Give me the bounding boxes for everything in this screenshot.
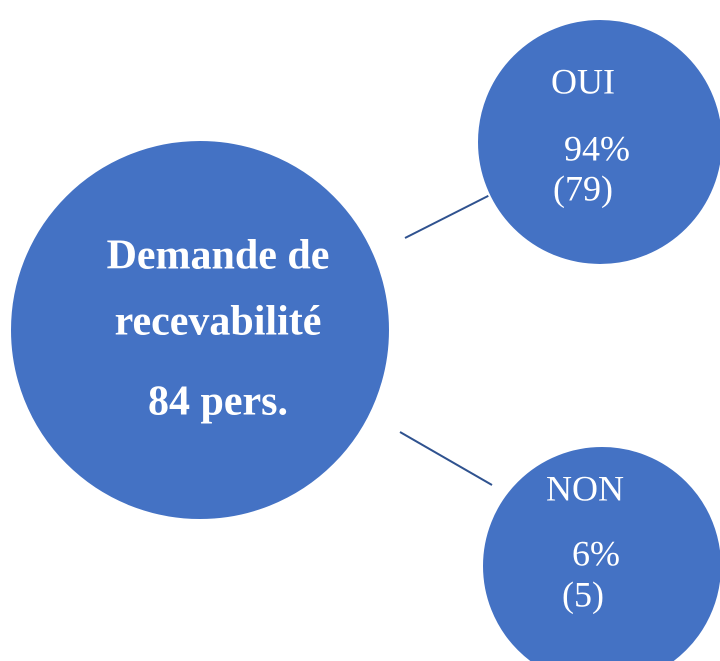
node-label: (5) xyxy=(562,574,604,614)
node-label: NON xyxy=(546,468,624,508)
node-label: Demande de xyxy=(107,233,330,279)
node-label: (79) xyxy=(553,168,613,208)
node-label: OUI xyxy=(551,61,615,101)
no-node xyxy=(481,445,720,661)
node-label: 94% xyxy=(564,128,630,168)
connector xyxy=(399,431,493,486)
node-label: recevabilité xyxy=(115,299,322,345)
node-label: 6% xyxy=(572,533,620,573)
connector xyxy=(404,194,491,239)
root-node xyxy=(9,139,391,521)
yes-node xyxy=(476,18,720,266)
node-label: 84 pers. xyxy=(148,379,288,425)
